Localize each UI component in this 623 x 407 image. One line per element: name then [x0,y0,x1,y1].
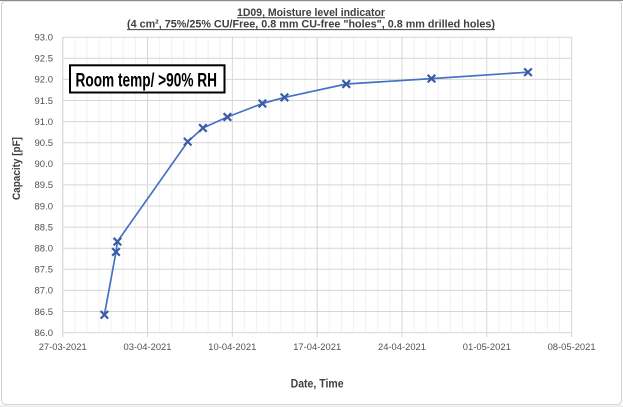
svg-text:92.0: 92.0 [35,75,54,86]
svg-text:90.5: 90.5 [35,138,54,149]
svg-text:Capacity [pF]: Capacity [pF] [11,137,23,200]
svg-text:88.5: 88.5 [35,222,54,233]
svg-text:92.5: 92.5 [35,54,54,65]
svg-text:Room temp/ >90% RH: Room temp/ >90% RH [76,70,218,91]
svg-text:90.0: 90.0 [35,159,54,170]
svg-text:86.0: 86.0 [35,328,54,339]
svg-text:87.5: 87.5 [35,265,54,276]
svg-text:27-03-2021: 27-03-2021 [39,342,87,353]
svg-text:87.0: 87.0 [35,286,54,297]
svg-text:93.0: 93.0 [35,33,54,44]
svg-text:89.5: 89.5 [35,180,54,191]
svg-text:17-04-2021: 17-04-2021 [293,342,341,353]
svg-text:01-05-2021: 01-05-2021 [463,342,511,353]
svg-text:03-04-2021: 03-04-2021 [124,342,172,353]
svg-text:Date, Time: Date, Time [291,376,344,390]
svg-text:91.0: 91.0 [35,117,54,128]
svg-text:89.0: 89.0 [35,201,54,212]
svg-text:(4 cm², 75%/25% CU/Free, 0.8 m: (4 cm², 75%/25% CU/Free, 0.8 mm CU-free … [127,19,495,31]
svg-text:08-05-2021: 08-05-2021 [548,342,596,353]
svg-text:1D09, Moisture level indicator: 1D09, Moisture level indicator [237,7,386,19]
svg-text:91.5: 91.5 [35,96,54,107]
svg-text:10-04-2021: 10-04-2021 [208,342,256,353]
svg-text:88.0: 88.0 [35,244,54,255]
svg-text:86.5: 86.5 [35,307,54,318]
svg-text:24-04-2021: 24-04-2021 [378,342,426,353]
